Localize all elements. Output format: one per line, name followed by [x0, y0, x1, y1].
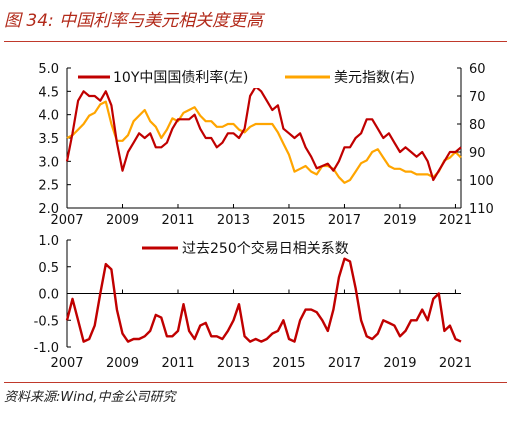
x-tick-label: 2013	[217, 356, 250, 371]
y-right-tick-label: 80	[469, 118, 486, 133]
correlation-line	[65, 257, 462, 343]
x-tick-label: 2015	[272, 356, 305, 371]
x-tick-label: 2017	[328, 356, 361, 371]
y-tick-label: -0.5	[34, 314, 59, 329]
x-tick-label: 2021	[439, 213, 472, 228]
source-note: 资料来源:Wind,中金公司研究	[4, 390, 176, 405]
x-tick-label: 2009	[106, 213, 139, 228]
x-tick-label: 2011	[161, 356, 194, 371]
y-left-tick-label: 3.5	[38, 132, 59, 147]
legend-label-correlation: 过去250个交易日相关系数	[182, 240, 349, 257]
cn-10y-yield-line	[65, 85, 462, 182]
x-tick-label: 2019	[383, 356, 416, 371]
x-tick-label: 2015	[272, 213, 305, 228]
x-tick-label: 2013	[217, 213, 250, 228]
source-divider	[4, 382, 507, 383]
y-left-tick-label: 4.0	[38, 109, 59, 124]
title-divider	[4, 41, 507, 42]
usd-index-line	[66, 100, 462, 184]
legend-label-usd: 美元指数(右)	[334, 70, 415, 86]
y-tick-label: 0.0	[38, 288, 59, 303]
x-tick-label: 2007	[50, 356, 83, 371]
y-right-tick-label: 110	[469, 202, 494, 217]
y-left-tick-label: 2.5	[38, 179, 59, 194]
figure-title: 图 34: 中国利率与美元相关度更高	[4, 11, 264, 31]
y-left-tick-label: 2.0	[38, 202, 59, 217]
y-tick-label: 0.5	[38, 261, 59, 276]
legend-bg	[72, 66, 442, 88]
x-tick-label: 2021	[439, 356, 472, 371]
legend-label-yield: 10Y中国国债利率(左)	[113, 69, 248, 86]
y-left-tick-label: 5.0	[38, 62, 59, 77]
x-tick-label: 2009	[106, 356, 139, 371]
y-right-tick-label: 90	[469, 146, 486, 161]
x-tick-label: 2017	[328, 213, 361, 228]
x-tick-label: 2019	[383, 213, 416, 228]
y-left-tick-label: 3.0	[38, 155, 59, 170]
y-right-tick-label: 70	[469, 90, 486, 105]
top-panel: 5.0 4.5 4.0 3.5 3.0 2.5 2.0 60 70 80 90 100 110 2007 2…	[38, 62, 494, 228]
x-tick-label: 2011	[161, 213, 194, 228]
x-tick-label: 2007	[50, 213, 83, 228]
y-tick-label: 1.0	[38, 234, 59, 249]
y-right-tick-label: 60	[469, 62, 486, 77]
y-left-tick-label: 4.5	[38, 85, 59, 100]
y-tick-label: -1.0	[34, 341, 59, 356]
y-right-tick-label: 100	[469, 174, 494, 189]
